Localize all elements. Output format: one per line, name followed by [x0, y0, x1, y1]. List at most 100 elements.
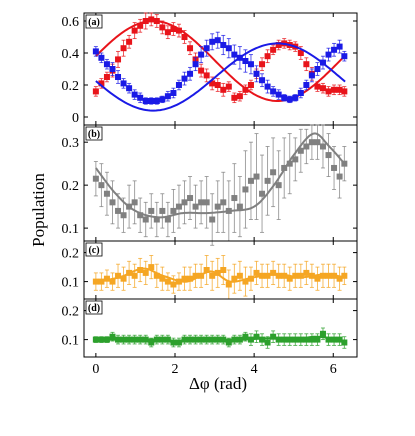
series-0	[92, 124, 348, 246]
y-tick-label: 0.6	[62, 15, 80, 30]
data-point	[148, 98, 155, 104]
data-point	[259, 190, 266, 197]
data-point	[259, 61, 266, 68]
data-point	[220, 267, 227, 273]
data-point	[131, 91, 138, 98]
panel-label-text: (d)	[88, 303, 100, 314]
data-point	[115, 336, 122, 343]
data-point	[175, 203, 182, 210]
data-point	[181, 34, 188, 40]
data-point	[103, 336, 110, 343]
data-point	[192, 61, 199, 68]
data-point	[325, 51, 332, 58]
data-point	[103, 74, 110, 80]
data-point	[214, 336, 221, 343]
data-point	[341, 88, 348, 95]
data-point	[231, 195, 238, 202]
data-point	[115, 207, 122, 214]
data-point	[259, 336, 266, 343]
data-point	[164, 93, 171, 100]
data-point	[142, 216, 149, 223]
data-point	[286, 336, 293, 343]
panel-label-box	[85, 300, 103, 315]
data-point	[336, 275, 343, 282]
data-point	[103, 190, 110, 197]
data-point	[137, 22, 144, 29]
data-point	[281, 336, 288, 343]
data-point	[170, 26, 177, 32]
data-point	[341, 160, 348, 167]
data-point	[126, 38, 133, 45]
data-point	[225, 83, 232, 90]
panel-label: (b)	[85, 126, 103, 141]
y-tick-label: 0.3	[62, 136, 80, 151]
data-point	[92, 336, 99, 343]
data-point	[187, 275, 194, 282]
data-point	[308, 336, 315, 343]
data-point	[231, 94, 238, 101]
data-point	[247, 275, 254, 282]
data-point	[319, 272, 326, 279]
data-point	[137, 94, 144, 101]
data-point	[98, 54, 105, 61]
data-point	[109, 333, 116, 340]
data-point	[198, 336, 205, 343]
data-point	[214, 269, 221, 276]
data-point	[153, 272, 160, 279]
data-point	[341, 339, 348, 346]
data-point	[220, 336, 227, 343]
data-point	[148, 339, 155, 346]
data-point	[308, 139, 315, 146]
data-point	[209, 272, 216, 279]
data-point	[281, 164, 288, 171]
data-point	[264, 272, 271, 279]
panel-frame	[83, 298, 358, 358]
data-point	[209, 38, 216, 45]
data-point	[142, 18, 149, 24]
data-point	[192, 336, 199, 343]
data-point	[253, 173, 260, 180]
data-point	[103, 61, 110, 68]
data-point	[187, 195, 194, 202]
data-point	[281, 94, 288, 101]
data-point	[331, 164, 338, 171]
data-point	[247, 61, 254, 68]
data-point	[120, 212, 127, 219]
data-point	[181, 199, 188, 206]
data-point	[314, 139, 321, 146]
y-tick-label: 0.2	[62, 305, 80, 320]
fit-curve	[95, 42, 346, 112]
data-point	[170, 339, 177, 346]
data-point	[231, 336, 238, 343]
data-point	[225, 281, 232, 288]
data-point	[314, 336, 321, 343]
panel-c: 0.1 0.2 (c)	[62, 240, 358, 300]
data-point	[236, 54, 243, 61]
data-point	[142, 336, 149, 343]
data-point	[292, 156, 299, 163]
data-point	[220, 86, 227, 93]
data-point	[137, 336, 144, 343]
data-point	[242, 186, 249, 193]
y-axis-label: Population	[29, 173, 48, 247]
data-point	[231, 275, 238, 282]
data-point	[175, 278, 182, 285]
data-point	[236, 93, 243, 100]
data-point	[286, 160, 293, 167]
data-point	[253, 333, 260, 340]
data-point	[159, 207, 166, 214]
data-point	[336, 86, 343, 93]
data-point	[308, 72, 315, 79]
data-point	[325, 152, 332, 159]
data-point	[292, 336, 299, 343]
data-point	[236, 203, 243, 210]
data-point	[275, 336, 282, 343]
data-point	[220, 42, 227, 48]
data-point	[203, 267, 210, 273]
data-point	[286, 275, 293, 282]
data-point	[242, 278, 249, 285]
data-point	[209, 336, 216, 343]
data-point	[259, 77, 266, 84]
data-point	[314, 66, 321, 72]
data-point	[247, 336, 254, 343]
